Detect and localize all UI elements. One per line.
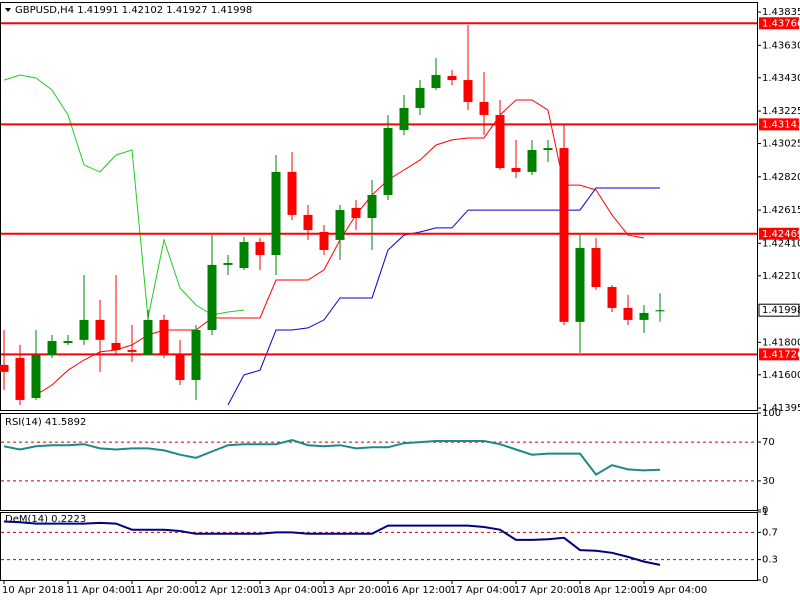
candle-body	[415, 88, 425, 108]
y-tick-label: 0	[762, 505, 768, 516]
candle-body	[239, 242, 249, 268]
candle-body	[207, 264, 217, 330]
y-tick-label: 1.42210	[762, 271, 800, 282]
candle-body	[143, 319, 153, 355]
candle-body	[495, 114, 505, 169]
menu-arrow	[5, 8, 11, 12]
y-tick-label: 0.7	[762, 527, 778, 538]
x-tick-label: 16 Apr 12:00	[386, 585, 451, 596]
ichimoku-line	[227, 187, 660, 406]
candle-body	[319, 231, 329, 250]
candle-body	[623, 307, 633, 320]
level-label-box	[759, 227, 799, 240]
indicator-line	[3, 438, 661, 476]
candle-body	[367, 194, 377, 219]
y-tick-label: 1	[762, 507, 768, 518]
candle-body	[47, 341, 57, 355]
x-tick-label: 11 Apr 20:00	[130, 585, 195, 596]
y-tick-label: 0	[762, 575, 768, 586]
x-tick-label: 12 Apr 12:00	[194, 585, 259, 596]
level-label-box	[759, 17, 799, 30]
y-tick-label: 1.42820	[762, 172, 800, 183]
candle-body	[383, 127, 393, 195]
candle-body	[543, 148, 553, 151]
candle-body	[559, 148, 569, 322]
x-tick-label: 11 Apr 04:00	[66, 585, 131, 596]
y-tick-label: 1.42615	[762, 205, 800, 216]
candle-body	[575, 248, 585, 322]
level-label: 1.43143	[762, 119, 800, 130]
candle-body	[63, 341, 73, 343]
candle-body	[159, 319, 169, 355]
x-tick-label: 17 Apr 04:00	[450, 585, 515, 596]
dem-panel	[0, 512, 758, 581]
level-label: 1.42469	[762, 229, 800, 240]
y-tick-label: 0.3	[762, 555, 778, 566]
chart-title: GBPUSD,H4 1.41991 1.42102 1.41927 1.4199…	[15, 5, 252, 16]
candle-body	[15, 357, 25, 400]
y-tick-label: 70	[762, 437, 775, 448]
candle-body	[351, 207, 361, 219]
candle-body	[335, 210, 345, 240]
candle-body	[79, 319, 89, 340]
rsi-panel	[0, 413, 758, 511]
x-tick-label: 10 Apr 2018	[2, 585, 64, 596]
y-tick-label: 1.42410	[762, 238, 800, 249]
candle-body	[223, 262, 233, 265]
y-tick-label: 1.43225	[762, 106, 800, 117]
candle-body	[463, 80, 473, 102]
candle-body	[511, 168, 521, 172]
x-tick-label: 18 Apr 12:00	[578, 585, 643, 596]
x-tick-label: 17 Apr 20:00	[514, 585, 579, 596]
candle-body	[447, 76, 457, 81]
candle-body	[303, 214, 313, 231]
candle-body	[175, 354, 185, 380]
y-tick-label: 1.41600	[762, 370, 800, 381]
dem-title: DeM(14) 0.2223	[5, 514, 86, 525]
candle-body	[0, 364, 9, 372]
level-label-box	[759, 118, 799, 131]
candle-body	[271, 171, 281, 256]
candle-body	[591, 248, 601, 287]
rsi-title: RSI(14) 41.5892	[5, 417, 86, 428]
x-tick-label: 19 Apr 04:00	[642, 585, 707, 596]
candle-body	[479, 101, 489, 115]
current-price-box	[758, 303, 800, 317]
candle-body	[639, 312, 649, 320]
y-tick-label: 30	[762, 476, 775, 487]
candle-body	[655, 310, 665, 312]
y-tick-label: 1.41395	[762, 403, 800, 414]
current-price-label: 1.41998	[762, 305, 800, 316]
y-tick-label: 1.41800	[762, 337, 800, 348]
y-tick-label: 1.43835	[762, 7, 800, 18]
candle-body	[527, 150, 537, 172]
candle-body	[399, 107, 409, 131]
candle-body	[127, 349, 137, 352]
y-tick-label: 1.43430	[762, 73, 800, 84]
candle-body	[95, 319, 105, 340]
level-label: 1.43766	[762, 18, 800, 29]
candle-body	[287, 171, 297, 215]
indicator-line	[3, 520, 661, 566]
candle-body	[191, 329, 201, 380]
ichimoku-line	[3, 74, 245, 319]
y-tick-label: 1.43025	[762, 139, 800, 150]
y-tick-label: 100	[762, 408, 781, 419]
candle-body	[111, 342, 121, 350]
candle-body	[431, 75, 441, 89]
level-label-box	[759, 348, 799, 361]
x-tick-label: 13 Apr 04:00	[258, 585, 323, 596]
y-tick-label: 1.43630	[762, 40, 800, 51]
level-label: 1.41726	[762, 349, 800, 360]
x-tick-label: 13 Apr 20:00	[322, 585, 387, 596]
main-panel	[0, 2, 758, 411]
candle-body	[607, 286, 617, 308]
candle-body	[31, 354, 41, 398]
candle-body	[255, 242, 265, 256]
